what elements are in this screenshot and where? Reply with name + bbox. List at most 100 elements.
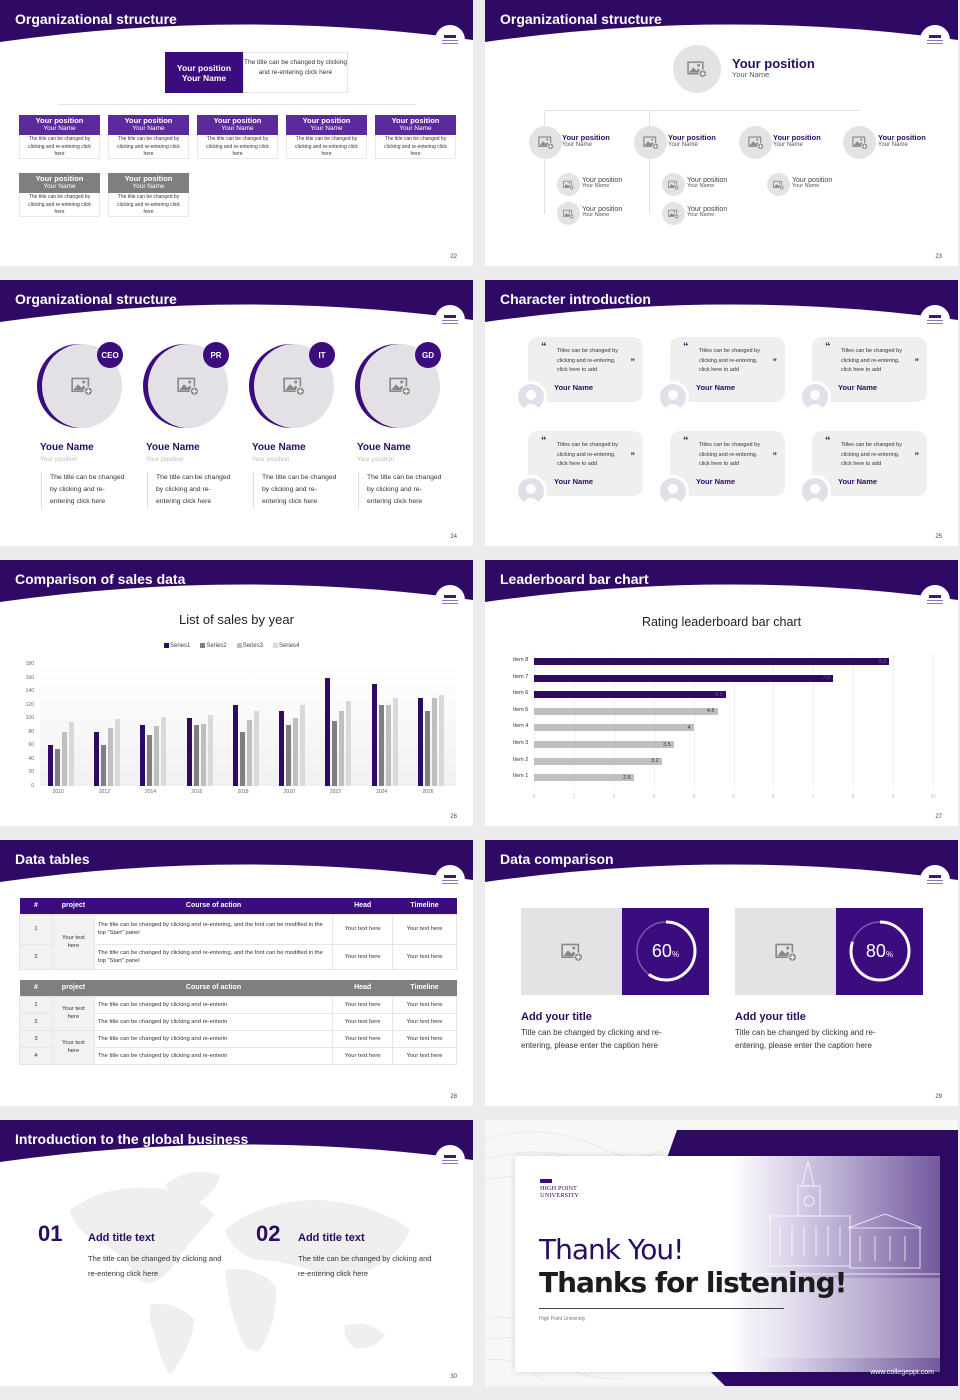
grid-line	[813, 654, 815, 789]
table-row[interactable]: 2 The title can be changed by clicking a…	[19, 943, 457, 970]
item-desc: Title can be changed by clicking and re-…	[735, 1028, 876, 1050]
photo-placeholder[interactable]	[673, 45, 721, 93]
leaderboard-bar: 4.8	[534, 691, 726, 699]
photo-placeholder[interactable]	[529, 126, 562, 159]
slide-25[interactable]: Character introduction “ Titles can be ch…	[485, 280, 958, 546]
item-title: Add your title	[735, 1011, 806, 1023]
photo-placeholder[interactable]	[767, 173, 790, 196]
slide-28[interactable]: Data tables # project Course of action H…	[0, 840, 473, 1106]
card-desc: The title can be changed by clicking and…	[19, 193, 100, 217]
slide-27[interactable]: Leaderboard bar chart Rating leaderboard…	[485, 560, 958, 826]
chart-bar	[392, 697, 398, 786]
slide-header: Organizational structure	[485, 0, 958, 44]
cell-num: 3	[19, 1029, 53, 1048]
photo-placeholder[interactable]	[557, 202, 580, 225]
photo-placeholder[interactable]	[739, 126, 772, 159]
card-header: Your position Your Name	[108, 115, 189, 135]
quote-card[interactable]: “ Titles can be changed by clicking and r…	[812, 431, 927, 496]
quote-card[interactable]: “ Titles can be changed by clicking and r…	[812, 337, 927, 402]
slide-23[interactable]: Organizational structure Your position Yo…	[485, 0, 958, 266]
table-row[interactable]: 3 Your text here The title can be change…	[19, 1029, 457, 1065]
slide-thank-you[interactable]: HIGH POINT UNIVERSITY Thank You! Thanks …	[485, 1120, 958, 1386]
table-row[interactable]: 2 The title can be changed by clicking a…	[19, 1012, 457, 1031]
person-photo[interactable]: CEO	[37, 342, 123, 428]
person-photo[interactable]: GD	[355, 342, 441, 428]
cell-action: The title can be changed by clicking and…	[93, 943, 334, 970]
name-label: Your Name	[878, 141, 908, 148]
org-card[interactable]: Your position Your Name The title can be c…	[19, 173, 100, 217]
card-header: Your position Your Name	[375, 115, 456, 135]
category-label: Item 5	[513, 706, 529, 713]
y-tick-label: 160	[25, 674, 34, 681]
photo-placeholder[interactable]	[662, 173, 685, 196]
table-row[interactable]: 1 Your text here The title can be change…	[19, 913, 457, 970]
data-table-2[interactable]: # project Course of action Head Timeline…	[19, 980, 457, 1065]
position-label: Your position	[687, 206, 728, 213]
photo-placeholder[interactable]	[634, 126, 667, 159]
org-card[interactable]: Your position Your Name The title can be c…	[108, 115, 189, 159]
quote-card[interactable]: “ Titles can be changed by clicking and r…	[528, 337, 643, 402]
image-placeholder[interactable]	[735, 908, 836, 995]
org-card[interactable]: Your position Your Name The title can be c…	[286, 115, 367, 159]
image-add-icon	[389, 377, 411, 396]
name-label: Your Name	[181, 73, 227, 83]
image-add-icon	[642, 136, 659, 150]
chart-bar	[62, 731, 67, 786]
progress-box: 80%	[836, 908, 923, 995]
cell-timeline: Your text here	[392, 913, 457, 945]
position-label: Your position	[582, 206, 623, 213]
quote-card[interactable]: “ Titles can be changed by clicking and r…	[670, 337, 785, 402]
data-table-1[interactable]: # project Course of action Head Timeline…	[19, 898, 457, 970]
user-avatar-icon[interactable]	[515, 381, 547, 413]
quote-card[interactable]: “ Titles can be changed by clicking and r…	[670, 431, 785, 496]
photo-placeholder[interactable]	[557, 173, 580, 196]
user-avatar-icon[interactable]	[515, 475, 547, 507]
user-avatar-icon[interactable]	[657, 475, 689, 507]
photo-placeholder[interactable]	[843, 126, 876, 159]
image-placeholder[interactable]	[521, 908, 622, 995]
name-label: Your Name	[687, 212, 715, 219]
chart-bar	[140, 725, 146, 786]
slide-22[interactable]: Organizational structure Your position Y…	[0, 0, 473, 266]
table-row[interactable]: 4 The title can be changed by clicking a…	[19, 1046, 457, 1065]
cell-head: Your text here	[332, 943, 394, 970]
x-tick-label: 1	[572, 793, 576, 800]
position-label: Your position	[562, 133, 610, 142]
slide-24[interactable]: Organizational structure CEO PR IT GD Yo…	[0, 280, 473, 546]
building-silhouette-icon	[730, 1160, 940, 1358]
chart-bar	[300, 704, 306, 786]
quote-name: Your Name	[696, 477, 736, 486]
user-avatar-icon[interactable]	[799, 381, 831, 413]
progress-ring-icon	[635, 920, 697, 982]
col-header: project	[61, 902, 86, 910]
user-avatar-icon[interactable]	[799, 475, 831, 507]
chart-bar	[246, 719, 252, 786]
card-desc: The title can be changed by clicking and…	[19, 135, 100, 159]
col-header: Head	[354, 902, 372, 910]
slide-30[interactable]: Introduction to the global business 01 A…	[0, 1120, 473, 1386]
quote-card[interactable]: “ Titles can be changed by clicking and r…	[528, 431, 643, 496]
grid-line	[893, 654, 895, 789]
cell-timeline: Your text here	[392, 995, 457, 1014]
photo-placeholder[interactable]	[662, 202, 685, 225]
org-top-box[interactable]: Your position Your Name	[165, 52, 243, 93]
close-quote-icon: ”	[772, 357, 778, 367]
org-card[interactable]: Your position Your Name The title can be c…	[375, 115, 456, 159]
person-photo[interactable]: PR	[143, 342, 229, 428]
close-quote-icon: ”	[772, 451, 778, 461]
org-card[interactable]: Your position Your Name The title can be c…	[19, 115, 100, 159]
page-number: 25	[935, 534, 942, 540]
col-header: #	[34, 902, 38, 910]
item-title: Add title text	[298, 1232, 365, 1244]
org-card[interactable]: Your position Your Name The title can be c…	[197, 115, 278, 159]
org-card[interactable]: Your position Your Name The title can be c…	[108, 173, 189, 217]
name-label: Your Name	[43, 125, 76, 132]
user-avatar-icon[interactable]	[657, 381, 689, 413]
cell-num: 2	[19, 1012, 53, 1031]
table-row[interactable]: 1 Your text here The title can be change…	[19, 995, 457, 1031]
website-url[interactable]: www.collegeppt.com	[870, 1369, 934, 1376]
slide-26[interactable]: Comparison of sales data List of sales b…	[0, 560, 473, 826]
subtitle: High Point University	[539, 1316, 586, 1322]
slide-29[interactable]: Data comparison 60% Add your title Title…	[485, 840, 958, 1106]
person-photo[interactable]: IT	[249, 342, 335, 428]
